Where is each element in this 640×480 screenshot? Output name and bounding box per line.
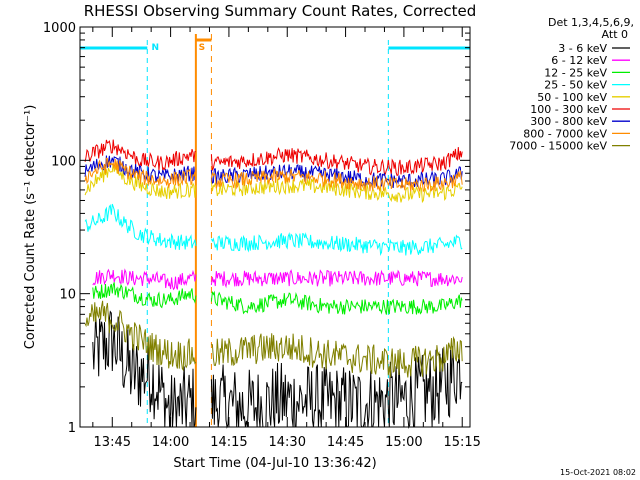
- legend-label-9: 7000 - 15000 keV: [509, 140, 607, 153]
- series-line-7: [84, 155, 463, 189]
- x-tick-label-2: 14:00: [152, 435, 189, 450]
- series-line-8: [84, 157, 463, 193]
- legend-label-5: 50 - 100 keV: [537, 91, 607, 104]
- x-tick-label-1: 13:45: [94, 435, 131, 450]
- annotation-2: S: [199, 43, 205, 53]
- date-stamp: 15-Oct-2021 08:02: [560, 468, 636, 477]
- series-line-3: [92, 282, 463, 315]
- chart-title: RHESSI Observing Summary Count Rates, Co…: [84, 2, 477, 20]
- spans-layer: [80, 34, 470, 427]
- legend-label-4: 25 - 50 keV: [544, 79, 607, 92]
- x-tick-label-6: 15:00: [385, 435, 422, 450]
- legend-label-6: 100 - 300 keV: [530, 103, 607, 116]
- y-tick-label-2: 10: [59, 288, 76, 303]
- x-tick-label-5: 14:45: [327, 435, 364, 450]
- x-tick-label-3: 14:15: [210, 435, 247, 450]
- series-line-9: [84, 300, 463, 378]
- legend-label-8: 800 - 7000 keV: [523, 127, 607, 140]
- legend-header-line-1: Det 1,3,4,5,6,9,: [548, 16, 634, 29]
- legend-label-2: 6 - 12 keV: [551, 54, 607, 67]
- plot-frame: [79, 26, 471, 428]
- annotation-1: N: [151, 43, 159, 53]
- series-line-4: [84, 203, 463, 256]
- y-tick-label-4: 1000: [43, 21, 76, 36]
- series-layer: [84, 139, 463, 429]
- legend-label-1: 3 - 6 keV: [558, 42, 607, 55]
- series-line-2: [92, 268, 463, 291]
- y-tick-label-3: 100: [51, 154, 76, 169]
- axes-layer: 13:45 14:00 14:15 14:30 14:45 15:00 15:15 1 10 10…: [43, 21, 481, 450]
- x-tick-label-7: 15:15: [443, 435, 480, 450]
- y-tick-label-1: 1: [68, 421, 76, 436]
- legend-label-3: 12 - 25 keV: [544, 66, 607, 79]
- legend-label-7: 300 - 800 keV: [530, 115, 607, 128]
- x-tick-label-4: 14:30: [269, 435, 306, 450]
- series-line-1: [92, 310, 463, 429]
- x-axis-label: Start Time (04-Jul-10 13:36:42): [173, 456, 376, 471]
- y-axis-label: Corrected Count Rate (s⁻¹ detector⁻¹): [23, 105, 38, 350]
- legend-header-line-2: Att 0: [602, 28, 628, 41]
